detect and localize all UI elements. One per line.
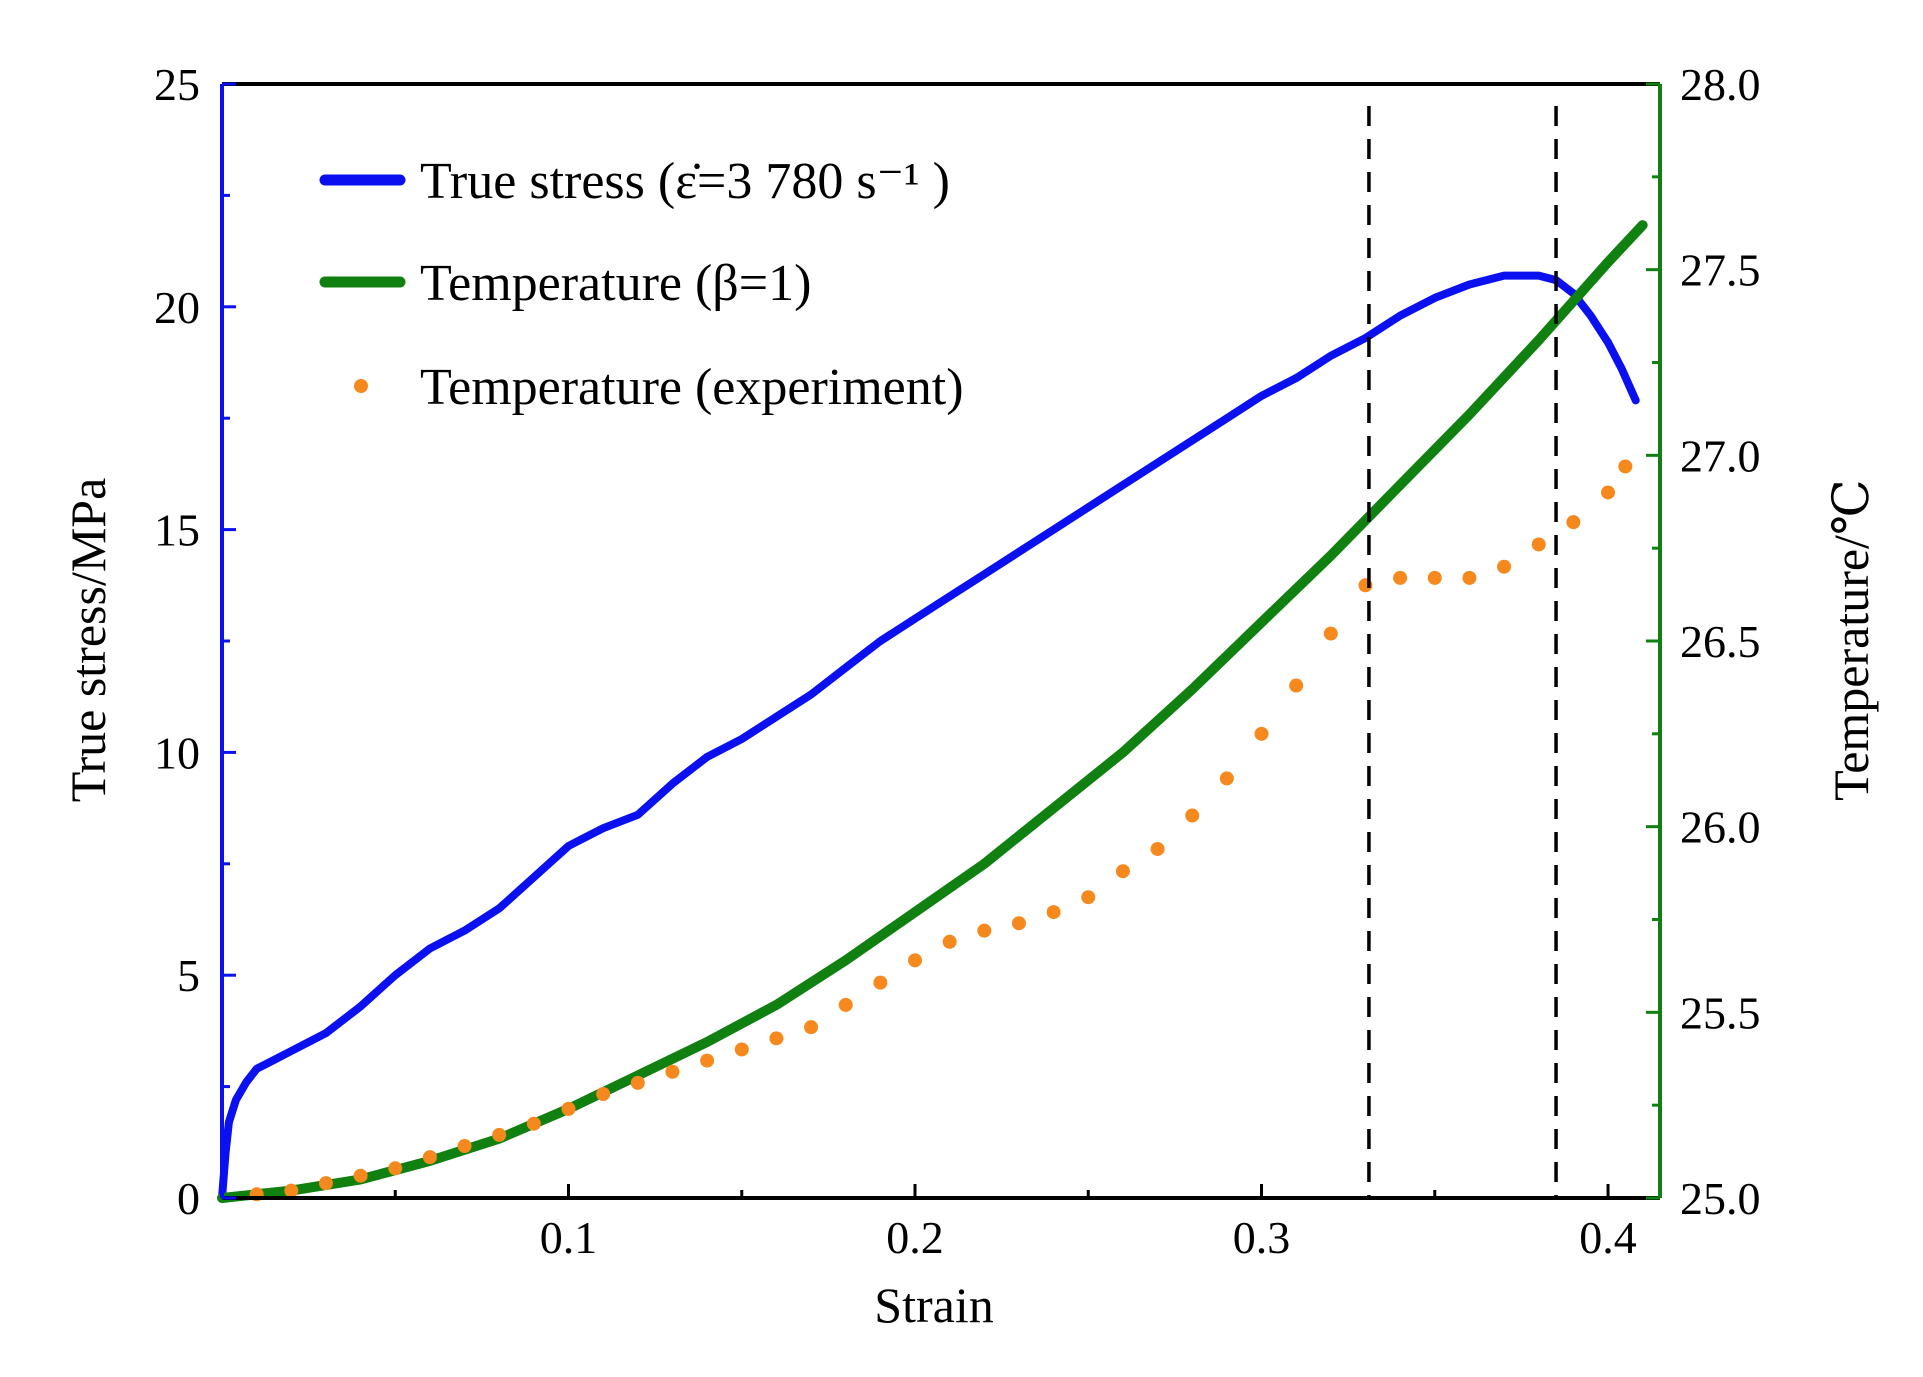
data-point-temp_exp bbox=[1393, 570, 1408, 585]
y-tick-label: 20 bbox=[154, 282, 200, 333]
series-layer bbox=[217, 220, 1648, 1203]
data-point-temp_exp bbox=[1289, 678, 1304, 693]
data-point-temp_exp bbox=[1427, 570, 1442, 585]
x-tick-label: 0.2 bbox=[886, 1212, 944, 1263]
legend-label-temp-exp: Temperature (experiment) bbox=[420, 359, 964, 416]
y2-tick-label: 27.0 bbox=[1680, 430, 1761, 481]
data-point-temp_exp bbox=[700, 1053, 715, 1068]
data-point-temp_exp bbox=[1185, 808, 1200, 823]
y2-tick-label: 25.5 bbox=[1680, 987, 1761, 1038]
x-tick-label: 0.3 bbox=[1233, 1212, 1291, 1263]
data-point-temp_exp bbox=[457, 1139, 472, 1154]
data-point-temp_exp bbox=[1462, 570, 1477, 585]
data-point-temp_exp bbox=[1254, 726, 1269, 741]
data-point-temp_exp bbox=[1219, 771, 1234, 786]
data-point-temp_exp bbox=[769, 1031, 784, 1046]
data-point-temp_exp bbox=[630, 1075, 645, 1090]
data-point-temp_exp bbox=[492, 1127, 507, 1142]
data-point-temp_exp bbox=[1497, 559, 1512, 574]
y-tick-label: 0 bbox=[177, 1173, 200, 1224]
data-point-temp_exp bbox=[1011, 916, 1026, 931]
data-point-temp_exp bbox=[1601, 485, 1616, 500]
y-axis-title: True stress/MPa bbox=[60, 478, 116, 803]
data-point-temp_exp bbox=[284, 1183, 299, 1198]
y-tick-label: 10 bbox=[154, 727, 200, 778]
guide-layer bbox=[1367, 106, 1558, 1198]
data-point-temp_exp bbox=[1323, 626, 1338, 641]
y2-axis-title: Temperature/℃ bbox=[1823, 479, 1879, 801]
data-point-temp_exp bbox=[1566, 515, 1581, 530]
data-point-temp_exp bbox=[804, 1020, 819, 1035]
data-point-temp_exp bbox=[1531, 537, 1546, 552]
data-point-temp_exp bbox=[942, 934, 957, 949]
data-point-temp_exp bbox=[838, 997, 853, 1012]
data-point-temp_exp bbox=[734, 1042, 749, 1057]
x-axis-title: Strain bbox=[874, 1277, 993, 1333]
y2-tick-label: 26.0 bbox=[1680, 802, 1761, 853]
data-point-temp_exp bbox=[388, 1161, 403, 1176]
y2-tick-label: 25.0 bbox=[1680, 1173, 1761, 1224]
data-point-temp_exp bbox=[908, 953, 923, 968]
data-point-temp_exp bbox=[665, 1064, 680, 1079]
data-point-temp_exp bbox=[596, 1087, 611, 1102]
ticks-layer: 0.1 0.2 0.3 0.4 0 5 10 15 20 25 25.0 25.5 26.0 26.5 27… bbox=[154, 59, 1761, 1263]
legend-swatch-temp-exp bbox=[354, 379, 368, 393]
data-point-temp_exp bbox=[1618, 459, 1633, 474]
data-point-temp_exp bbox=[1115, 864, 1130, 879]
y2-tick-label: 27.5 bbox=[1680, 245, 1761, 296]
y-tick-label: 15 bbox=[154, 505, 200, 556]
y2-tick-label: 26.5 bbox=[1680, 616, 1761, 667]
data-point-temp_exp bbox=[1081, 890, 1096, 905]
y-tick-label: 25 bbox=[154, 59, 200, 110]
x-tick-label: 0.1 bbox=[540, 1212, 598, 1263]
data-point-temp_exp bbox=[526, 1116, 541, 1131]
y-tick-label: 5 bbox=[177, 950, 200, 1001]
data-point-temp_exp bbox=[422, 1150, 437, 1165]
data-point-temp_exp bbox=[873, 975, 888, 990]
data-point-temp_exp bbox=[353, 1168, 368, 1183]
x-tick-label: 0.4 bbox=[1579, 1212, 1637, 1263]
data-point-temp_exp bbox=[318, 1176, 333, 1191]
legend: True stress (ε̇=3 780 s⁻¹ ) Temperature … bbox=[319, 153, 964, 416]
data-point-temp_exp bbox=[561, 1101, 576, 1116]
series-line-stress bbox=[218, 271, 1640, 1202]
y2-tick-label: 28.0 bbox=[1680, 59, 1761, 110]
data-point-temp_exp bbox=[977, 923, 992, 938]
legend-label-stress: True stress (ε̇=3 780 s⁻¹ ) bbox=[420, 153, 950, 210]
data-point-temp_exp bbox=[1150, 841, 1165, 856]
legend-label-temp-model: Temperature (β=1) bbox=[420, 255, 811, 312]
data-point-temp_exp bbox=[1046, 905, 1061, 920]
